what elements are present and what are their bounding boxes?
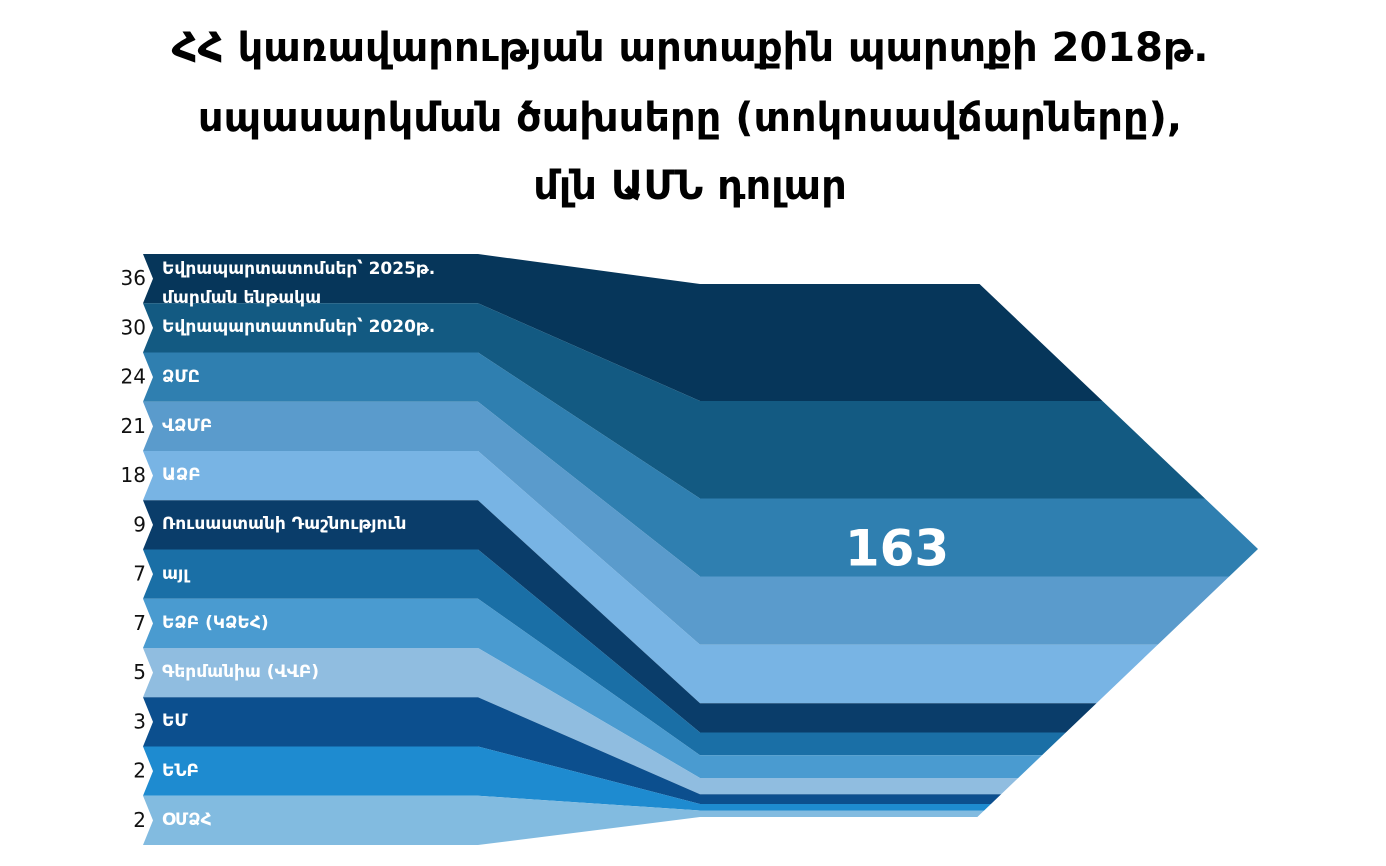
value-label: 21: [121, 414, 146, 438]
value-label: 24: [121, 365, 146, 389]
category-label: Եվրապարտատոմսեր՝ 2025թ. մարման ենթակա: [162, 259, 436, 308]
value-label: 7: [133, 611, 146, 635]
value-label: 36: [121, 266, 146, 290]
category-label: ՁՄԸ: [162, 366, 200, 387]
value-label: 3: [133, 709, 146, 733]
value-label: 2: [133, 759, 146, 783]
value-label: 7: [133, 562, 146, 586]
category-label: Գերմանիա (ՎՎԲ): [162, 662, 320, 682]
total-label: 163: [845, 520, 949, 578]
flow-band: [143, 648, 1258, 795]
flow-band: [143, 795, 1258, 845]
title-line: ՀՀ կառավարության արտաքին պարտքի 2018թ.: [172, 25, 1209, 71]
category-label: ԵՄ: [162, 711, 188, 732]
flow-band: [143, 697, 1258, 804]
category-label: ԱՁԲ: [162, 465, 201, 485]
flow-band: [143, 401, 1258, 645]
flow-band: [143, 303, 1258, 499]
value-label: 30: [121, 315, 146, 339]
value-label: 5: [133, 660, 146, 684]
title-line: սպասարկման ծախսերը (տոկոսավճարները),: [198, 95, 1182, 141]
category-label: այլ: [162, 563, 189, 584]
category-label: ԵՆԲ: [162, 760, 199, 781]
category-label: Եվրապարտատոմսեր՝ 2020թ.: [162, 317, 436, 338]
flow-band: [143, 598, 1258, 778]
category-label: ԵՁԲ (ԿՁԵՀ): [162, 612, 269, 633]
value-label: 18: [121, 463, 146, 487]
flow-band: [143, 352, 1258, 577]
category-label: ՕՄՁՀ: [162, 809, 212, 830]
value-label: 9: [133, 512, 146, 536]
title-line: մլն ԱՄՆ դոլար: [533, 163, 847, 209]
category-label: Ռուսաստանի Դաշնություն: [162, 514, 407, 535]
value-label: 2: [133, 808, 146, 832]
flow-band: [143, 746, 1258, 811]
category-label: ՎՁՄԲ: [162, 415, 213, 436]
